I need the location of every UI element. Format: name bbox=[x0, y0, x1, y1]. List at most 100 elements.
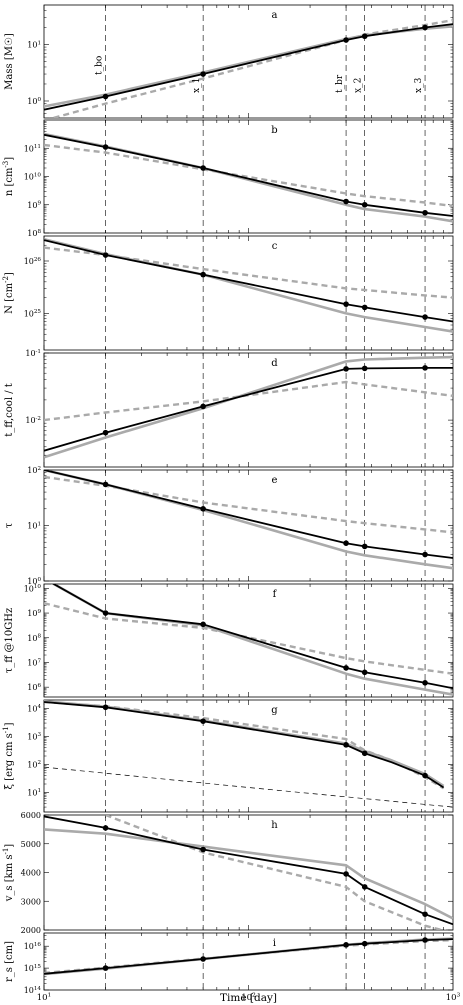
y-axis-label: τ bbox=[4, 522, 15, 528]
data-point bbox=[343, 366, 349, 372]
data-point bbox=[200, 846, 206, 853]
series-gray-dashed bbox=[44, 700, 445, 790]
y-tick-label: 108 bbox=[27, 634, 41, 643]
y-tick-label: 10-2 bbox=[25, 416, 41, 425]
panel-letter: b bbox=[271, 125, 277, 136]
panel-letter: a bbox=[272, 10, 278, 21]
data-point bbox=[343, 742, 349, 748]
y-tick-label: 100 bbox=[27, 577, 41, 586]
panel-f: 106 107 108 109 1010 f τ_ff @10GHz bbox=[4, 583, 454, 698]
y-tick-label: 1010 bbox=[24, 172, 42, 181]
y-tick-label: 1010 bbox=[24, 584, 42, 593]
y-tick-label: 3000 bbox=[21, 897, 41, 906]
data-point bbox=[422, 911, 428, 917]
y-tick-label: 109 bbox=[27, 201, 41, 210]
panel-h: 2000 3000 4000 5000 6000 h v_s [km s-1] bbox=[2, 811, 454, 935]
y-tick-label: 102 bbox=[27, 466, 41, 475]
panel-letter: g bbox=[271, 705, 278, 716]
y-tick-label: 101 bbox=[27, 788, 41, 797]
data-point bbox=[361, 669, 368, 676]
y-axis-label: ξ [erg cm s-1] bbox=[2, 722, 15, 789]
y-tick-label: 106 bbox=[27, 683, 41, 692]
y-axis-label: v_s [km s-1] bbox=[2, 844, 15, 903]
series-gray-dashed bbox=[44, 143, 453, 208]
y-tick-label: 2000 bbox=[21, 926, 41, 935]
axes-frame bbox=[43, 119, 454, 234]
y-tick-label: 107 bbox=[27, 658, 41, 667]
data-point bbox=[361, 884, 368, 890]
x-axis: 101 102 103 Time [day] bbox=[37, 992, 461, 1004]
y-axis-label: t_ff,cool / t bbox=[4, 383, 15, 437]
data-point bbox=[422, 24, 428, 31]
data-point bbox=[200, 271, 206, 278]
y-tick-label: 1015 bbox=[24, 964, 42, 973]
panel-letter: e bbox=[272, 475, 278, 486]
data-point bbox=[361, 750, 368, 757]
data-point bbox=[200, 403, 206, 410]
panel-letter: f bbox=[273, 589, 278, 600]
panel-c: 1025 1026 c N [cm-2] bbox=[2, 235, 454, 351]
data-point bbox=[200, 621, 206, 628]
data-point bbox=[422, 772, 428, 779]
y-tick-label: 109 bbox=[27, 609, 41, 618]
data-point bbox=[361, 304, 368, 311]
data-point bbox=[200, 71, 206, 77]
data-point bbox=[343, 301, 349, 307]
vline-label: t_bo bbox=[95, 56, 105, 75]
data-point bbox=[422, 209, 428, 216]
data-point bbox=[422, 937, 428, 943]
data-point bbox=[343, 37, 349, 43]
data-point bbox=[102, 704, 109, 711]
data-point bbox=[343, 540, 349, 546]
y-tick-label: 1025 bbox=[24, 309, 42, 318]
series-black-thin-dashed bbox=[44, 766, 453, 808]
y-tick-label: 100 bbox=[27, 97, 41, 106]
y-tick-label: 5000 bbox=[21, 840, 41, 849]
data-point bbox=[200, 165, 206, 171]
y-tick-label: 1026 bbox=[24, 257, 42, 266]
data-point bbox=[200, 505, 206, 512]
y-tick-label: 101 bbox=[27, 521, 41, 530]
data-point bbox=[200, 956, 206, 962]
y-tick-label: 108 bbox=[27, 229, 41, 238]
data-point bbox=[102, 144, 109, 150]
data-point bbox=[343, 198, 349, 205]
y-tick-label: 102 bbox=[27, 760, 41, 769]
y-tick-label: 103 bbox=[27, 732, 41, 741]
data-point bbox=[361, 33, 368, 40]
series-black-solid bbox=[44, 701, 445, 789]
panel-letter: d bbox=[271, 358, 278, 369]
series-gray-dashed bbox=[44, 602, 453, 675]
data-point bbox=[361, 940, 368, 947]
data-point bbox=[102, 481, 109, 488]
axes-frame bbox=[43, 352, 454, 468]
vline-label: x_3 bbox=[414, 77, 424, 93]
panel-i: 1014 1015 1016 i r_s [cm] bbox=[4, 932, 454, 995]
y-axis-label: Mass [M☉] bbox=[4, 33, 15, 90]
panel-letter: i bbox=[273, 938, 276, 949]
x-tick-label: 103 bbox=[446, 992, 461, 1003]
data-point bbox=[102, 429, 109, 436]
data-point bbox=[343, 871, 349, 877]
data-point bbox=[200, 718, 206, 724]
series-gray-dashed bbox=[44, 380, 453, 422]
data-point bbox=[422, 680, 428, 686]
y-tick-label: 6000 bbox=[21, 811, 41, 820]
panel-d: 10-2 10-1 d t_ff,cool / t bbox=[4, 349, 454, 468]
x-tick-label: 101 bbox=[37, 992, 52, 1003]
data-point bbox=[361, 365, 368, 372]
series-gray-solid bbox=[44, 355, 453, 459]
data-point bbox=[422, 365, 428, 371]
data-point bbox=[102, 93, 109, 100]
vline-label: x_2 bbox=[354, 78, 364, 93]
y-tick-label: 101 bbox=[27, 40, 41, 49]
data-point bbox=[102, 825, 109, 831]
vline-label: t_br bbox=[335, 74, 345, 93]
y-tick-label: 104 bbox=[27, 704, 41, 713]
x-tick-label: 102 bbox=[241, 992, 256, 1003]
y-tick-label: 1014 bbox=[24, 986, 42, 995]
x-axis-label: Time [day] bbox=[220, 992, 277, 1004]
panel-a: 100 101 a Mass [M☉] t_bo x_1 t_br x_2 x_3 bbox=[4, 4, 454, 119]
data-point bbox=[361, 543, 368, 550]
